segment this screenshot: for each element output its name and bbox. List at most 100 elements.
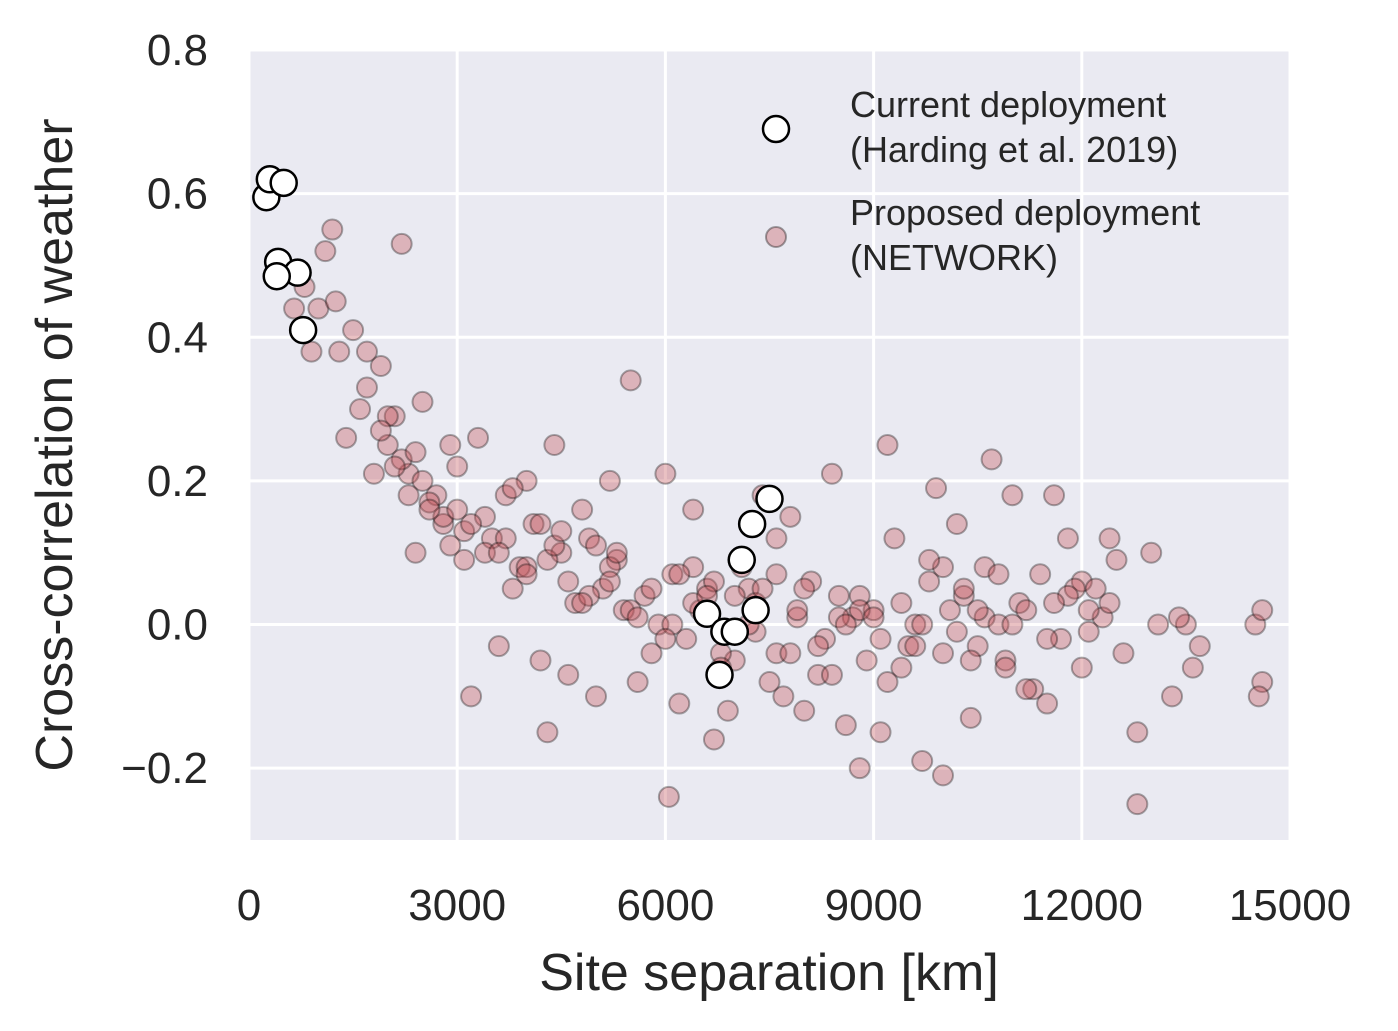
proposed-point <box>657 785 680 808</box>
current-point <box>262 261 292 291</box>
proposed-point <box>453 548 476 571</box>
proposed-point <box>1077 599 1100 622</box>
proposed-point <box>786 606 809 629</box>
proposed-point <box>1251 599 1274 622</box>
proposed-point <box>765 642 788 665</box>
proposed-point <box>820 462 843 485</box>
proposed-point <box>1147 613 1170 636</box>
proposed-point <box>390 232 413 255</box>
proposed-point <box>626 606 649 629</box>
current-point <box>737 509 767 539</box>
proposed-point <box>508 556 531 579</box>
proposed-point <box>862 599 885 622</box>
proposed-point <box>994 649 1017 672</box>
proposed-point <box>800 570 823 593</box>
proposed-point <box>494 527 517 550</box>
proposed-point <box>362 462 385 485</box>
current-point <box>720 617 750 646</box>
proposed-point <box>959 706 982 729</box>
proposed-point <box>1098 527 1121 550</box>
proposed-point <box>918 570 941 593</box>
proposed-point <box>522 513 545 535</box>
proposed-point <box>793 577 816 600</box>
proposed-point <box>283 297 306 320</box>
plot-background <box>249 50 1290 840</box>
proposed-point <box>1077 620 1100 643</box>
y-tick-label: 0.2 <box>147 457 208 506</box>
proposed-point <box>904 635 927 658</box>
proposed-point <box>598 556 621 579</box>
current-point <box>741 595 770 625</box>
y-axis-label: Cross-correlation of weather <box>26 118 84 771</box>
proposed-point <box>515 469 538 492</box>
proposed-point <box>598 469 621 492</box>
proposed-point <box>439 434 462 456</box>
current-point <box>727 545 756 575</box>
proposed-point <box>571 498 594 521</box>
current-point <box>692 599 722 629</box>
proposed-point <box>890 656 913 679</box>
proposed-point <box>1036 627 1059 650</box>
proposed-point <box>300 340 323 363</box>
proposed-point <box>342 319 365 342</box>
proposed-point <box>376 434 399 456</box>
proposed-point <box>432 513 455 535</box>
legend: Current deployment (Harding et al. 2019)… <box>761 84 1200 278</box>
proposed-point <box>1015 678 1038 701</box>
proposed-point <box>1015 599 1038 622</box>
proposed-point <box>918 548 941 571</box>
proposed-point <box>411 390 434 413</box>
proposed-point <box>446 498 469 521</box>
proposed-point <box>432 505 455 528</box>
proposed-point <box>869 721 892 744</box>
proposed-point <box>536 548 559 571</box>
proposed-point <box>1105 548 1128 571</box>
x-tick-label: 0 <box>237 881 261 930</box>
legend-proposed-label-line1: Proposed deployment <box>850 192 1200 233</box>
proposed-point <box>411 469 434 492</box>
proposed-point <box>355 376 378 399</box>
proposed-point <box>453 520 476 543</box>
proposed-point <box>1070 656 1093 679</box>
legend-current-label-line2: (Harding et al. 2019) <box>850 129 1178 170</box>
proposed-point <box>376 405 399 428</box>
proposed-point <box>550 520 573 543</box>
proposed-point <box>467 426 490 449</box>
proposed-point <box>550 541 573 564</box>
proposed-point <box>487 635 510 658</box>
proposed-point <box>1043 484 1066 507</box>
proposed-point <box>1070 570 1093 593</box>
proposed-point <box>404 441 427 464</box>
proposed-point <box>425 484 448 507</box>
proposed-point <box>383 455 406 478</box>
proposed-point <box>418 498 441 521</box>
proposed-point <box>1126 721 1149 744</box>
proposed-point <box>876 434 899 456</box>
y-tick-labels: −0.2 0.0 0.2 0.4 0.6 0.8 <box>121 26 208 793</box>
proposed-point <box>557 570 580 593</box>
proposed-point <box>973 556 996 579</box>
proposed-point <box>654 462 677 485</box>
current-deployment-points <box>252 165 784 690</box>
proposed-point <box>349 398 372 421</box>
proposed-point <box>536 721 559 744</box>
proposed-point <box>827 606 850 629</box>
proposed-point <box>1247 685 1270 708</box>
proposed-point <box>966 635 989 658</box>
proposed-point <box>515 563 538 586</box>
proposed-point <box>439 534 462 557</box>
proposed-point <box>668 692 691 715</box>
proposed-point <box>661 563 684 586</box>
proposed-point <box>987 563 1010 586</box>
proposed-point <box>578 527 601 550</box>
x-tick-label: 9000 <box>825 881 923 930</box>
proposed-point <box>654 627 677 650</box>
proposed-point <box>1001 484 1024 507</box>
proposed-point <box>480 527 503 550</box>
proposed-point <box>675 627 698 650</box>
proposed-point <box>994 656 1017 679</box>
proposed-point <box>814 627 837 650</box>
proposed-point <box>848 584 871 607</box>
proposed-point <box>869 627 892 650</box>
